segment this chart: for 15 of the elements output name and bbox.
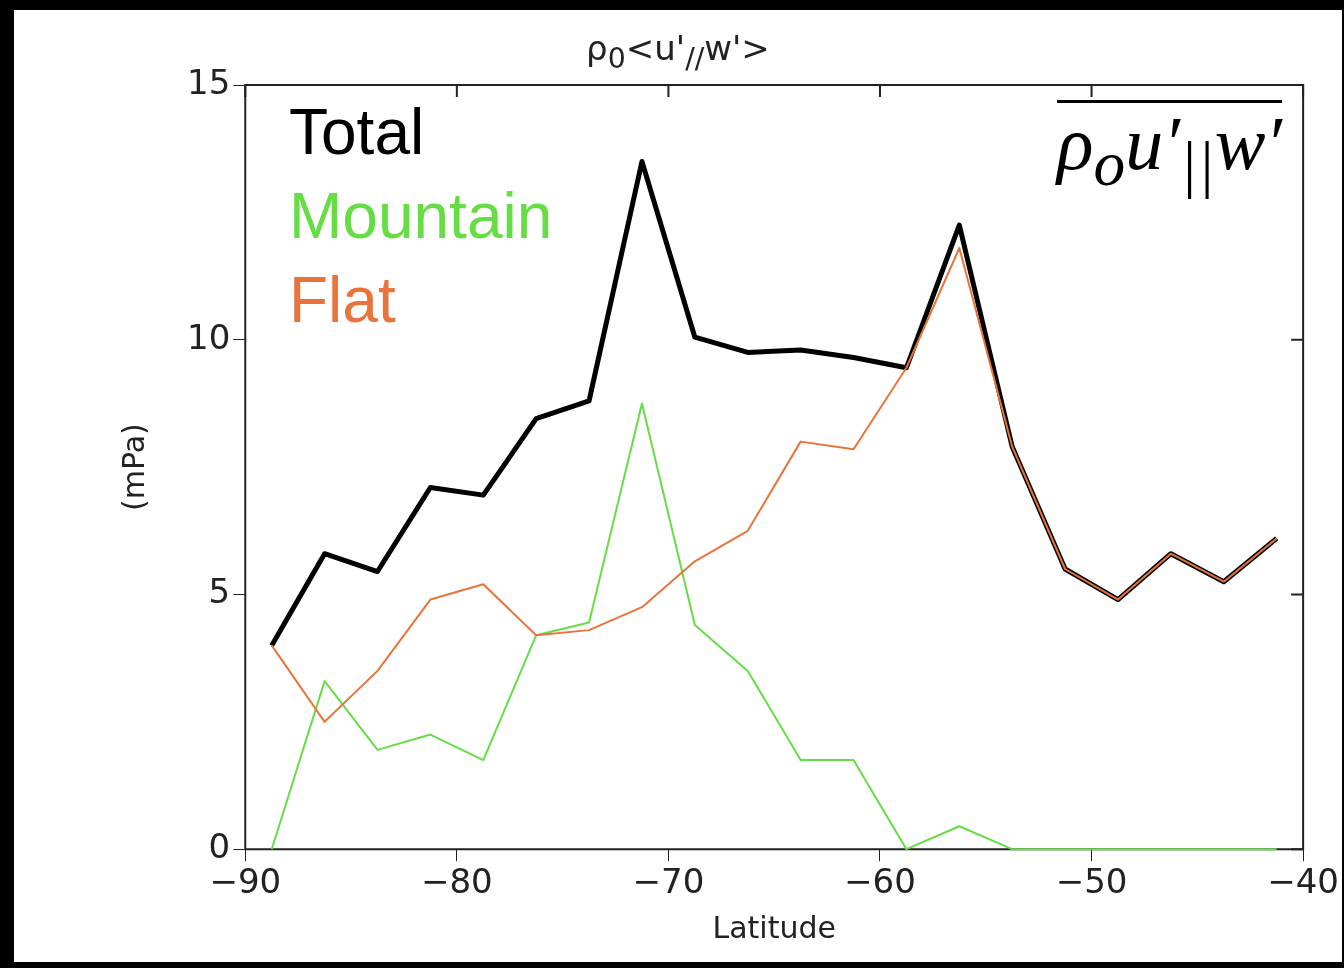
x-tick-label: −40 (1267, 861, 1340, 902)
y-axis-title: (mPa) (115, 423, 151, 511)
x-tick-label: −60 (844, 861, 916, 902)
y-tick-label: 15 (187, 61, 231, 102)
x-tick-label: −70 (632, 861, 705, 902)
x-tick-label: −80 (420, 861, 493, 902)
chart-title: ρ$_{0}$<u'$_{//}$w'> (586, 28, 770, 75)
text: Total (289, 95, 426, 170)
text: Flat (289, 263, 397, 338)
y-tick-label: 5 (208, 571, 231, 612)
x-axis-title: Latitude (712, 909, 836, 945)
x-tick-label: −50 (1055, 861, 1128, 902)
y-tick-label: 10 (187, 316, 231, 357)
text: Mountain (289, 179, 553, 254)
annotation: ρ$_{o}$u′$_{||}$w′ (1057, 100, 1282, 205)
